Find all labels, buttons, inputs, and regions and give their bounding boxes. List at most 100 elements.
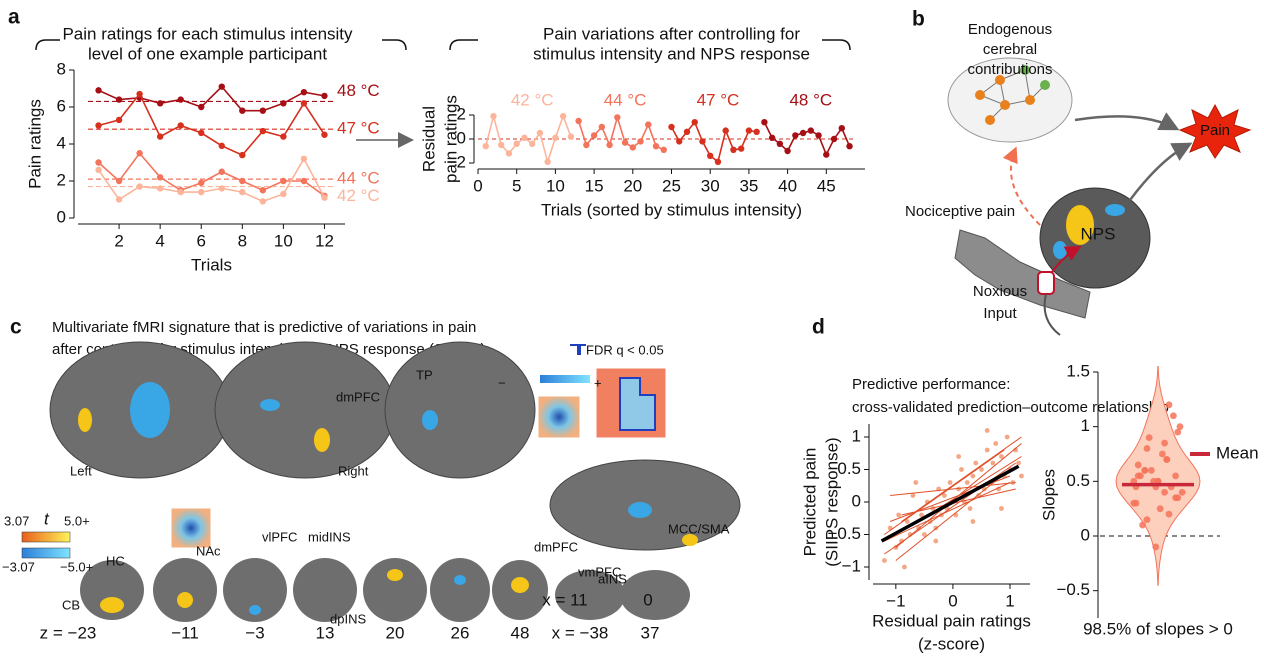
- point: [971, 519, 976, 524]
- series-label: 47 °C: [337, 119, 380, 138]
- point: [599, 124, 605, 130]
- scale-sign: −: [498, 375, 506, 390]
- point: [219, 169, 225, 175]
- scale-sign: +: [594, 375, 602, 390]
- point: [746, 127, 752, 133]
- colorbar-label: t: [44, 509, 50, 528]
- point: [537, 130, 543, 136]
- series-label: 47 °C: [697, 90, 740, 109]
- point: [661, 147, 667, 153]
- point: [239, 108, 245, 114]
- point: [552, 135, 558, 141]
- point: [784, 148, 790, 154]
- blob: [422, 410, 438, 430]
- x-tick-label: 15: [585, 176, 604, 195]
- point: [116, 196, 122, 202]
- label: Noxious: [973, 283, 1027, 300]
- x-tick-label: 0: [473, 176, 482, 195]
- point: [882, 558, 887, 563]
- point: [1144, 445, 1151, 452]
- legend-label: Mean: [1216, 443, 1259, 462]
- point: [575, 118, 581, 124]
- point: [260, 108, 266, 114]
- series-line: [99, 94, 325, 155]
- series-label: 42 °C: [337, 186, 380, 205]
- inset-scale: [540, 375, 590, 383]
- panel-letter: d: [812, 316, 825, 339]
- series-label: 44 °C: [604, 90, 647, 109]
- region-label: CB: [62, 597, 80, 612]
- point: [1019, 474, 1024, 479]
- x-tick-label: 0: [948, 591, 957, 610]
- colorbar: [22, 532, 70, 542]
- coordinate-label: −11: [171, 623, 199, 642]
- arrow: [1075, 116, 1175, 128]
- node: [1040, 80, 1050, 90]
- x-tick-label: 10: [546, 176, 565, 195]
- y-axis-label: Predicted pain: [800, 448, 819, 557]
- chart-title: Pain ratings for each stimulus intensity: [62, 24, 353, 43]
- point: [715, 159, 721, 165]
- point: [777, 141, 783, 147]
- point: [157, 133, 163, 139]
- point: [1152, 544, 1159, 551]
- x-tick-label: −1: [886, 591, 905, 610]
- panel-title: Predictive performance:: [852, 376, 1010, 393]
- point: [823, 151, 829, 157]
- series-line: [99, 153, 325, 196]
- point: [730, 147, 736, 153]
- point: [1179, 489, 1186, 496]
- node: [985, 115, 995, 125]
- series-label: 48 °C: [789, 90, 832, 109]
- coordinate-label: 48: [511, 623, 530, 642]
- colorbar-label: 3.07: [4, 513, 29, 528]
- coordinate-label: −3: [245, 623, 264, 642]
- y-axis-label: (SIIPS response): [822, 437, 841, 566]
- colorbar: [22, 548, 70, 558]
- point: [1144, 516, 1151, 523]
- point: [1166, 401, 1173, 408]
- point: [1174, 429, 1181, 436]
- coordinate-label: 20: [386, 623, 405, 642]
- coordinate-label: 37: [641, 623, 660, 642]
- point: [498, 142, 504, 148]
- series-label: 48 °C: [337, 81, 380, 100]
- slice: [363, 558, 427, 622]
- y-tick-label: 8: [57, 59, 66, 78]
- point: [95, 159, 101, 165]
- point: [219, 143, 225, 149]
- point: [260, 198, 266, 204]
- point: [1146, 434, 1153, 441]
- point: [301, 100, 307, 106]
- point: [260, 187, 266, 193]
- point: [985, 428, 990, 433]
- point: [1005, 435, 1010, 440]
- region-label: dmPFC: [336, 389, 380, 404]
- point: [990, 461, 995, 466]
- y-axis-label: Residual: [419, 106, 438, 172]
- panel-letter: a: [8, 6, 20, 29]
- x-tick-label: 45: [817, 176, 836, 195]
- region-label: dpINS: [330, 611, 366, 626]
- brain-images: [22, 342, 740, 622]
- chart-title: stimulus intensity and NPS response: [533, 44, 810, 63]
- slice: [620, 570, 690, 620]
- point: [769, 135, 775, 141]
- point: [999, 506, 1004, 511]
- point: [591, 132, 597, 138]
- x-tick-label: 2: [114, 231, 123, 250]
- point: [301, 156, 307, 162]
- point: [483, 143, 489, 149]
- point: [846, 143, 852, 149]
- region-label: NAc: [196, 543, 221, 558]
- blob: [78, 408, 92, 432]
- region-label: Left: [70, 463, 92, 478]
- point: [321, 93, 327, 99]
- coordinate-label: 0: [643, 590, 652, 609]
- panel-title: cross-validated prediction–outcome relat…: [852, 399, 1169, 416]
- point: [985, 448, 990, 453]
- blob: [628, 502, 652, 518]
- blob: [314, 428, 330, 452]
- point: [971, 474, 976, 479]
- point: [993, 441, 998, 446]
